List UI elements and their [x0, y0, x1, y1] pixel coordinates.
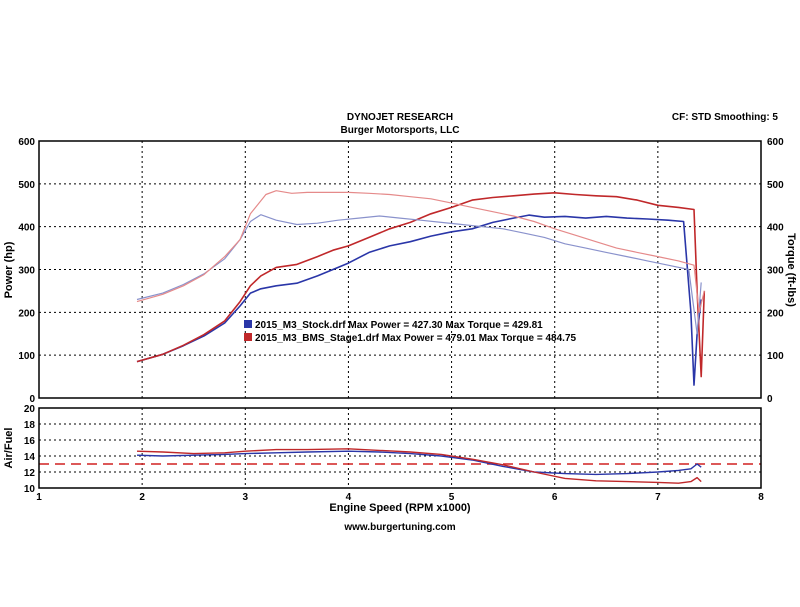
stage1-af-line	[136, 448, 702, 484]
power-axis-ticks: 0 100 200 300 400 500 600	[18, 137, 35, 405]
legend-item-stock: 2015_M3_Stock.drf Max Power = 427.30 Max…	[255, 320, 543, 331]
rpm-axis-label: Engine Speed (RPM x1000)	[329, 502, 471, 514]
power-tick-label: 400	[18, 223, 35, 234]
air-fuel-plot: 10 12 14 16 18 20 Air/Fuel	[3, 404, 762, 495]
torque-tick-label: 400	[767, 223, 784, 234]
power-tick-label: 500	[18, 180, 35, 191]
torque-tick-label: 0	[767, 394, 773, 405]
correction-settings: CF: STD Smoothing: 5	[672, 112, 779, 123]
torque-tick-label: 500	[767, 180, 784, 191]
af-tick-label: 16	[24, 436, 36, 447]
af-grid	[39, 408, 761, 488]
chart-title: DYNOJET RESEARCH	[347, 112, 453, 123]
rpm-tick-label: 3	[243, 492, 249, 503]
rpm-tick-label: 8	[758, 492, 764, 503]
main-series	[136, 190, 706, 386]
torque-tick-label: 600	[767, 137, 784, 148]
legend-item-stage1: 2015_M3_BMS_Stage1.drf Max Power = 479.0…	[255, 333, 577, 344]
af-tick-label: 20	[24, 404, 36, 415]
torque-tick-label: 200	[767, 308, 784, 319]
torque-axis-ticks: 0 100 200 300 400 500 600	[767, 137, 784, 405]
footer-url: www.burgertuning.com	[343, 522, 455, 533]
af-axis-ticks: 10 12 14 16 18 20	[24, 404, 36, 495]
main-plot-frame	[38, 140, 762, 399]
af-tick-label: 18	[24, 420, 36, 431]
legend-swatch-stage1	[244, 333, 252, 341]
power-tick-label: 200	[18, 308, 35, 319]
stock-af-line	[136, 450, 702, 476]
main-grid	[39, 141, 761, 398]
af-tick-label: 14	[24, 452, 36, 463]
af-tick-label: 10	[24, 484, 36, 495]
rpm-tick-label: 6	[552, 492, 558, 503]
stage1-power-line	[136, 192, 706, 378]
torque-tick-label: 100	[767, 351, 784, 362]
stock-power-line	[136, 214, 702, 386]
af-tick-label: 12	[24, 468, 36, 479]
rpm-tick-label: 1	[36, 492, 42, 503]
rpm-tick-label: 7	[655, 492, 661, 503]
power-axis-label: Power (hp)	[3, 241, 15, 298]
power-tick-label: 300	[18, 266, 35, 277]
rpm-tick-label: 2	[139, 492, 145, 503]
torque-tick-label: 300	[767, 266, 784, 277]
power-tick-label: 600	[18, 137, 35, 148]
rpm-tick-label: 4	[346, 492, 352, 503]
torque-axis-label: Torque (ft-lbs)	[785, 233, 797, 307]
stage1-torque-line	[136, 190, 705, 313]
power-tick-label: 100	[18, 351, 35, 362]
rpm-tick-label: 5	[449, 492, 455, 503]
chart-subtitle: Burger Motorsports, LLC	[341, 125, 460, 136]
stock-torque-line	[136, 214, 702, 335]
af-series	[39, 448, 761, 484]
legend-swatch-stock	[244, 320, 252, 328]
rpm-axis-ticks: 1 2 3 4 5 6 7 8	[36, 492, 764, 503]
af-plot-frame	[38, 407, 762, 489]
power-tick-label: 0	[29, 394, 35, 405]
af-axis-label: Air/Fuel	[3, 428, 15, 469]
legend: 2015_M3_Stock.drf Max Power = 427.30 Max…	[244, 320, 577, 344]
